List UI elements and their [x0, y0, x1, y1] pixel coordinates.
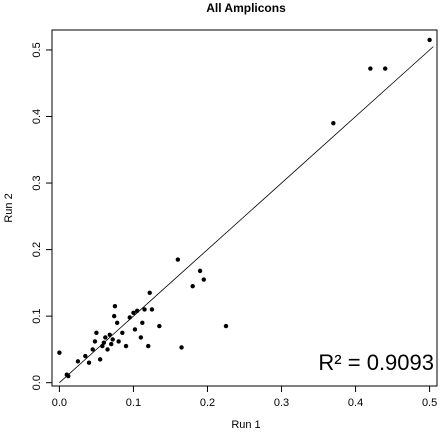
x-tick-label: 0.2	[200, 397, 215, 409]
y-tick-label: 0.5	[31, 42, 43, 57]
data-point	[140, 320, 145, 325]
y-tick-label: 0.4	[31, 109, 43, 124]
data-point	[112, 303, 118, 309]
data-point	[100, 343, 105, 349]
data-point	[132, 327, 138, 332]
data-point	[157, 323, 162, 329]
data-point	[57, 350, 62, 355]
data-point	[142, 307, 147, 312]
x-axis: 0.0 0.1 0.2 0.3 0.4 0.5	[52, 386, 437, 409]
y-tick-label: 0.2	[31, 242, 43, 257]
data-point	[197, 268, 203, 274]
data-point	[116, 339, 121, 344]
data-point	[97, 357, 103, 362]
x-tick-label: 0.3	[274, 397, 289, 409]
plot-frame	[51, 29, 438, 387]
data-point	[75, 359, 81, 364]
data-point	[114, 320, 120, 325]
data-point	[111, 313, 117, 319]
regression-line	[59, 46, 434, 383]
x-tick-label: 0.1	[126, 397, 141, 409]
data-point	[368, 66, 373, 71]
data-point	[86, 360, 92, 365]
data-point	[223, 323, 229, 329]
data-point	[109, 341, 114, 347]
data-point	[110, 337, 115, 342]
x-tick-label: 0.5	[422, 397, 437, 409]
data-point	[201, 277, 206, 282]
data-point	[92, 339, 98, 344]
data-points	[57, 37, 432, 379]
data-point	[175, 257, 181, 262]
x-tick-label: 0.4	[348, 397, 363, 409]
data-point	[190, 283, 195, 289]
y-tick-label: 0.3	[31, 175, 43, 190]
x-axis-label: Run 1	[231, 419, 260, 431]
data-point	[427, 37, 432, 43]
data-point	[105, 347, 110, 352]
data-point	[83, 353, 88, 359]
data-point	[107, 332, 112, 337]
data-point	[134, 308, 140, 314]
data-point	[90, 347, 95, 352]
data-point	[146, 343, 151, 349]
data-point	[179, 345, 184, 350]
y-tick-label: 0.1	[31, 308, 43, 323]
data-point	[101, 340, 107, 345]
data-point	[149, 307, 155, 312]
r-squared-annotation: R² = 0.9093	[318, 350, 434, 375]
data-point	[103, 335, 108, 340]
data-point	[382, 66, 388, 71]
data-point	[120, 330, 125, 335]
data-point	[138, 335, 144, 340]
x-tick-label: 0.0	[52, 397, 67, 409]
data-point	[127, 315, 132, 320]
data-point	[331, 120, 336, 126]
data-point	[66, 373, 71, 379]
y-axis: 0.0 0.1 0.2 0.3 0.4 0.5	[31, 42, 52, 390]
data-point	[123, 343, 129, 349]
y-tick-label: 0.0	[31, 375, 43, 390]
data-point	[131, 310, 136, 316]
data-point	[94, 330, 99, 335]
y-axis-label: Run 2	[3, 193, 15, 222]
data-point	[147, 290, 152, 296]
chart-title: All Amplicons	[206, 1, 286, 15]
